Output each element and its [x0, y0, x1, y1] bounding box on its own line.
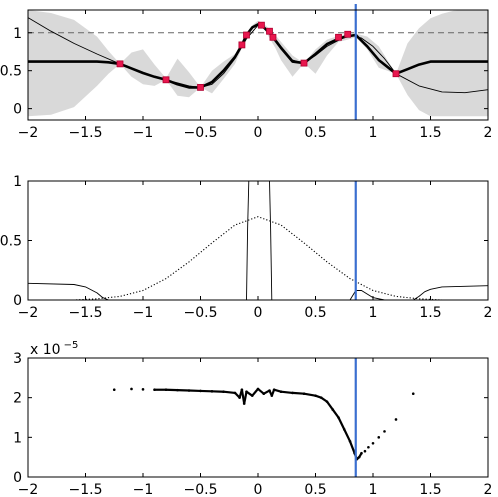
panel-bottom-sample-point: [394, 418, 398, 421]
panel-top-plot-area: [28, 4, 488, 120]
panel-middle-x-tick-label: −2: [18, 305, 39, 321]
panel-top-uncertainty-band: [28, 10, 488, 117]
panel-top-x-tick-label: 0: [254, 125, 263, 141]
panel-top-x-tick-label: 0.5: [304, 125, 326, 141]
panel-top-observation-point: [238, 41, 246, 49]
panel-bottom-clipped-content: [112, 387, 415, 461]
panel-top-clipped-content: [28, 10, 488, 117]
panel-top-x-tick-label: 2: [484, 125, 493, 141]
panel-bottom-sample-trail: [257, 388, 265, 395]
panel-bottom-sample-trail: [245, 390, 253, 397]
panel-middle-x-tick-label: −0.5: [184, 305, 218, 321]
panel-top-y-tick-label: 1: [13, 26, 22, 42]
panel-bottom-y-tick-label: 3: [13, 351, 22, 367]
panel-top-observation-point: [344, 30, 352, 38]
panel-bottom-sample-point: [363, 449, 367, 453]
panel-top-observation-point: [116, 60, 124, 68]
panel-bottom-x-tick-label: −1.5: [69, 482, 103, 497]
panel-bottom-x-tick-label: 2: [484, 482, 493, 497]
panel-middle-x-tick-label: 0: [254, 305, 263, 321]
panel-bottom-x-tick-label: −2: [18, 482, 39, 497]
panel-bottom: −2 −1.5 −1 −0.5 0 0.5 1 1.5 2 0 1 2 3 x 10 −5: [13, 340, 492, 497]
panel-bottom-sample-trail: [251, 388, 259, 397]
y-scale-base: x 10: [30, 342, 61, 358]
panel-middle-clipped-content: [28, 181, 488, 300]
panel-middle-x-tick-label: 2: [484, 305, 493, 321]
panel-middle-solid-curve: [28, 181, 488, 300]
panel-bottom-sample-trail: [315, 394, 322, 399]
panel-top-x-tick-label: 1.5: [419, 125, 441, 141]
panel-bottom-sample-trail: [303, 392, 316, 397]
panel-top-x-tick-label: 1: [369, 125, 378, 141]
panel-top-observation-point: [258, 21, 265, 29]
panel-bottom-sample-trail: [331, 408, 340, 419]
panel-bottom-sample-point: [411, 392, 415, 396]
panel-bottom-x-tick-label: 1.5: [419, 482, 441, 497]
panel-middle-y-tick-label: 1: [13, 174, 22, 190]
panel-bottom-x-tick-label: −0.5: [184, 482, 218, 497]
panel-bottom-sample-trail: [343, 428, 351, 442]
panel-bottom-sample-trail: [348, 440, 356, 454]
panel-bottom-sample-point: [141, 388, 145, 391]
panel-top: −2 −1.5 −1 −0.5 0 0.5 1 1.5 2 0 0.5 1: [0, 4, 492, 141]
panel-bottom-sample-trail: [292, 391, 305, 395]
panel-top-observation-point: [243, 31, 250, 39]
panel-middle-x-tick-label: 0.5: [304, 305, 326, 321]
panel-bottom-sample-trail: [243, 391, 248, 404]
panel-top-observation-point: [269, 33, 277, 41]
panel-top-axes: −2 −1.5 −1 −0.5 0 0.5 1 1.5 2 0 0.5 1: [0, 9, 493, 141]
panel-bottom-sample-point: [371, 441, 375, 445]
panel-bottom-sample-trail: [326, 400, 334, 411]
panel-bottom-sample-trail: [320, 396, 328, 403]
panel-top-observation-point: [300, 59, 308, 67]
panel-top-x-tick-label: −0.5: [184, 125, 218, 141]
panel-middle-y-tick-label: 0: [13, 293, 22, 309]
panel-middle-dotted-curve: [28, 216, 488, 300]
panel-bottom-x-tick-label: 0.5: [304, 482, 326, 497]
panel-bottom-sample-trail: [356, 456, 360, 460]
panel-bottom-sample-point: [112, 388, 116, 392]
panel-bottom-sample-trail: [223, 390, 236, 395]
y-scale-exponent: −5: [64, 340, 79, 351]
panel-bottom-y-tick-label: 2: [13, 391, 22, 407]
panel-bottom-sample-point: [130, 387, 133, 391]
panel-middle: −2 −1.5 −1 −0.5 0 0.5 1 1.5 2 0 0.5 1: [0, 174, 492, 321]
panel-bottom-sample-trail: [337, 417, 346, 430]
panel-middle-x-tick-label: 1: [369, 305, 378, 321]
panel-bottom-axes: −2 −1.5 −1 −0.5 0 0.5 1 1.5 2 0 1 2 3: [13, 351, 492, 497]
panel-bottom-sample-trail: [358, 452, 363, 458]
panel-middle-x-tick-label: −1.5: [69, 305, 103, 321]
panel-bottom-sample-point: [377, 436, 381, 439]
panel-bottom-sample-point: [367, 445, 370, 449]
panel-top-observation-point: [335, 33, 342, 41]
panel-top-x-tick-label: −1: [133, 125, 154, 141]
panel-top-x-tick-label: −2: [18, 125, 39, 141]
panel-top-observation-point: [162, 76, 170, 84]
panel-top-y-tick-label: 0.5: [0, 64, 22, 80]
panel-bottom-sample-trail: [273, 388, 282, 393]
panel-top-y-tick-label: 0: [13, 102, 22, 118]
panel-top-observation-point: [266, 27, 273, 35]
panel-middle-x-tick-label: 1.5: [419, 305, 441, 321]
panel-middle-plot-area: [28, 181, 488, 300]
panel-bottom-sample-trail: [280, 390, 293, 395]
panel-bottom-sample-point: [383, 430, 386, 433]
panel-bottom-x-tick-label: 1: [369, 482, 378, 497]
panel-bottom-plot-area: [112, 358, 415, 477]
panel-top-x-tick-label: −1.5: [69, 125, 103, 141]
panel-middle-axes: −2 −1.5 −1 −0.5 0 0.5 1 1.5 2 0 0.5 1: [0, 174, 492, 321]
panel-middle-y-tick-label: 0.5: [0, 234, 22, 250]
panel-bottom-y-scale-label: x 10 −5: [30, 340, 78, 358]
panel-bottom-y-tick-label: 1: [13, 430, 22, 446]
panel-bottom-sample-trail: [270, 389, 276, 397]
panel-bottom-x-tick-label: 0: [254, 482, 263, 497]
panel-top-observation-point: [392, 70, 400, 78]
panel-bottom-x-tick-label: −1: [133, 482, 154, 497]
panel-middle-x-tick-label: −1: [133, 305, 154, 321]
panel-top-observation-point: [197, 83, 204, 91]
panel-bottom-y-tick-label: 0: [13, 470, 22, 486]
